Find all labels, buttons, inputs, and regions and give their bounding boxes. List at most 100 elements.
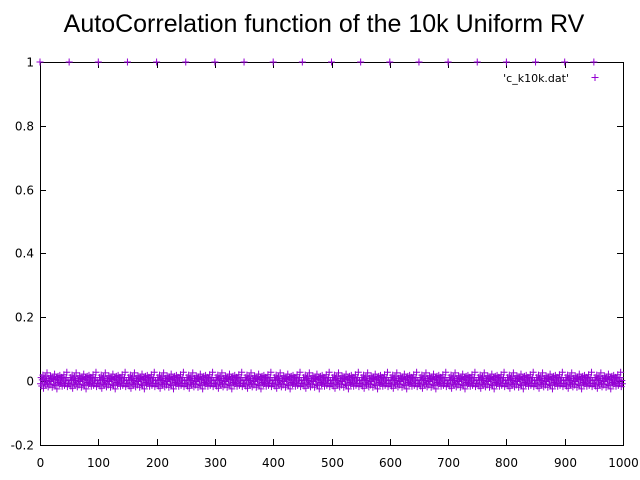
data-point bbox=[106, 375, 114, 383]
data-point bbox=[52, 377, 60, 385]
x-tick-label: 600 bbox=[379, 456, 402, 470]
data-point bbox=[281, 383, 289, 391]
data-point bbox=[413, 368, 421, 376]
data-point bbox=[340, 383, 348, 391]
data-point bbox=[418, 384, 426, 392]
data-point bbox=[156, 384, 164, 392]
x-tick-label: 100 bbox=[87, 456, 110, 470]
data-point bbox=[537, 373, 545, 381]
data-point bbox=[488, 382, 496, 390]
data-point bbox=[608, 372, 616, 380]
data-point bbox=[82, 385, 90, 393]
data-point bbox=[576, 377, 584, 385]
data-point bbox=[194, 383, 202, 391]
data-point bbox=[92, 368, 100, 376]
data-point bbox=[39, 384, 47, 392]
data-point bbox=[401, 382, 409, 390]
data-point bbox=[257, 385, 265, 393]
data-point bbox=[543, 375, 551, 383]
data-point bbox=[94, 58, 102, 66]
data-point bbox=[532, 58, 540, 66]
data-point bbox=[165, 383, 173, 391]
data-point bbox=[595, 373, 603, 381]
data-point bbox=[550, 372, 558, 380]
data-point bbox=[140, 385, 148, 393]
data-point bbox=[158, 373, 166, 381]
data-point bbox=[346, 372, 354, 380]
data-point bbox=[77, 383, 85, 391]
data-point bbox=[509, 369, 517, 377]
data-point bbox=[398, 383, 406, 391]
data-point bbox=[602, 375, 610, 383]
data-point bbox=[369, 383, 377, 391]
data-point bbox=[617, 368, 625, 376]
data-point bbox=[182, 58, 190, 66]
data-point bbox=[214, 384, 222, 392]
data-point bbox=[489, 377, 497, 385]
data-point bbox=[310, 375, 318, 383]
data-point bbox=[110, 377, 118, 385]
chart-title: AutoCorrelation function of the 10k Unif… bbox=[64, 10, 585, 38]
data-point bbox=[189, 369, 197, 377]
data-point bbox=[130, 369, 138, 377]
x-tick-label: 900 bbox=[554, 456, 577, 470]
data-point bbox=[549, 375, 557, 383]
data-point bbox=[54, 372, 62, 380]
data-point bbox=[518, 382, 526, 390]
data-point bbox=[200, 372, 208, 380]
data-point bbox=[129, 373, 137, 381]
y-tick-label: 0.6 bbox=[15, 184, 34, 198]
data-point bbox=[404, 372, 412, 380]
data-point bbox=[83, 375, 91, 383]
data-point bbox=[287, 372, 295, 380]
data-point bbox=[314, 382, 322, 390]
data-points bbox=[36, 58, 626, 393]
data-point bbox=[508, 373, 516, 381]
data-point bbox=[273, 384, 281, 392]
data-point bbox=[485, 383, 493, 391]
data-point bbox=[197, 382, 205, 390]
data-point bbox=[53, 385, 61, 393]
data-point bbox=[564, 384, 572, 392]
data-point bbox=[566, 373, 574, 381]
data-point bbox=[127, 384, 135, 392]
data-point bbox=[597, 369, 605, 377]
data-point bbox=[354, 368, 362, 376]
data-point bbox=[304, 373, 312, 381]
data-point bbox=[121, 368, 129, 376]
data-point bbox=[179, 368, 187, 376]
data-point bbox=[386, 58, 394, 66]
data-point bbox=[164, 375, 172, 383]
x-tick-label: 0 bbox=[37, 456, 45, 470]
data-point bbox=[548, 385, 556, 393]
data-point bbox=[605, 382, 613, 390]
data-point bbox=[193, 375, 201, 383]
data-point bbox=[185, 384, 193, 392]
data-point bbox=[150, 368, 158, 376]
data-point bbox=[245, 373, 253, 381]
data-point bbox=[296, 368, 304, 376]
data-point bbox=[211, 58, 219, 66]
data-point bbox=[618, 377, 626, 385]
data-point bbox=[229, 372, 237, 380]
data-point bbox=[616, 374, 624, 382]
data-point bbox=[153, 58, 161, 66]
data-point bbox=[535, 384, 543, 392]
x-tick-label: 200 bbox=[146, 456, 169, 470]
data-point bbox=[72, 369, 80, 377]
data-point bbox=[561, 58, 569, 66]
data-point bbox=[520, 372, 528, 380]
data-point bbox=[142, 372, 150, 380]
data-point bbox=[578, 375, 586, 383]
legend: 'c_k10k.dat' bbox=[503, 72, 599, 85]
data-point bbox=[451, 369, 459, 377]
data-point bbox=[339, 375, 347, 383]
data-point bbox=[415, 58, 423, 66]
data-point bbox=[199, 375, 207, 383]
data-point bbox=[228, 385, 236, 393]
data-point bbox=[228, 375, 236, 383]
data-point bbox=[459, 382, 467, 390]
data-point bbox=[471, 368, 479, 376]
data-point bbox=[83, 372, 91, 380]
